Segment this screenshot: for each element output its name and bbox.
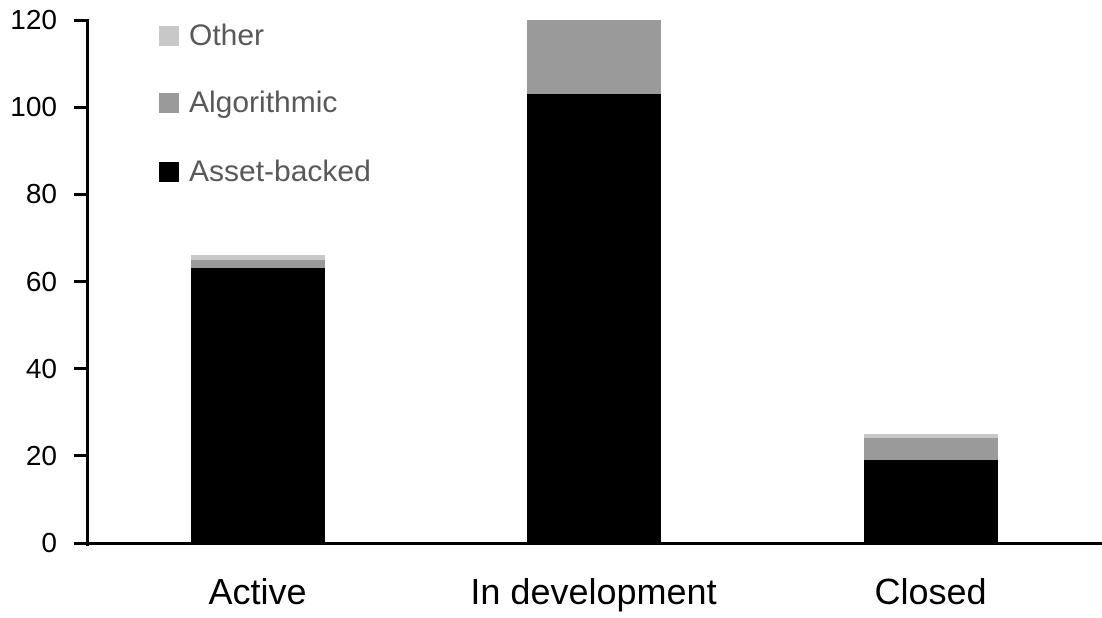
segment-asset-backed-in-development [526, 94, 661, 543]
segment-asset-backed-active [190, 268, 325, 543]
x-label-in-development: In development [470, 571, 717, 612]
segment-algorithmic-active [190, 259, 325, 269]
segment-other-active [190, 255, 325, 260]
legend-label-other: Other [189, 19, 265, 52]
y-tick-label-20: 20 [25, 439, 57, 471]
y-tick-label-0: 0 [41, 527, 57, 558]
bar-active [190, 0, 325, 543]
y-tick-label-100: 100 [10, 91, 57, 123]
y-tick-40 [74, 367, 86, 371]
y-tick-100 [74, 105, 86, 109]
y-tick-label-80: 80 [25, 178, 57, 210]
y-tick-80 [74, 192, 86, 196]
y-tick-20 [74, 454, 86, 458]
legend-swatch-algorithmic [159, 93, 179, 113]
x-label-closed: Closed [874, 571, 987, 612]
legend-item-algorithmic: Algorithmic [159, 85, 337, 121]
bar-closed [863, 0, 998, 543]
y-axis-line [86, 19, 89, 546]
legend-item-asset-backed: Asset-backed [159, 154, 371, 190]
y-tick-label-120: 120 [10, 4, 57, 35]
y-tick-label-40: 40 [25, 352, 57, 384]
y-tick-60 [74, 280, 86, 283]
segment-other-closed [863, 434, 998, 439]
segment-asset-backed-closed [863, 460, 998, 543]
y-tick-0 [74, 541, 86, 545]
y-tick-120 [74, 18, 86, 22]
legend-label-asset-backed: Asset-backed [189, 155, 371, 188]
x-label-active: Active [208, 571, 307, 612]
legend-item-other: Other [159, 18, 264, 54]
legend-swatch-asset-backed [159, 162, 179, 182]
legend-label-algorithmic: Algorithmic [189, 86, 338, 119]
bar-in-development [526, 0, 661, 543]
x-axis-line [74, 542, 1102, 545]
segment-algorithmic-closed [863, 438, 998, 461]
legend-swatch-other [159, 26, 179, 46]
y-tick-label-60: 60 [25, 265, 57, 297]
segment-algorithmic-in-development [526, 20, 661, 95]
